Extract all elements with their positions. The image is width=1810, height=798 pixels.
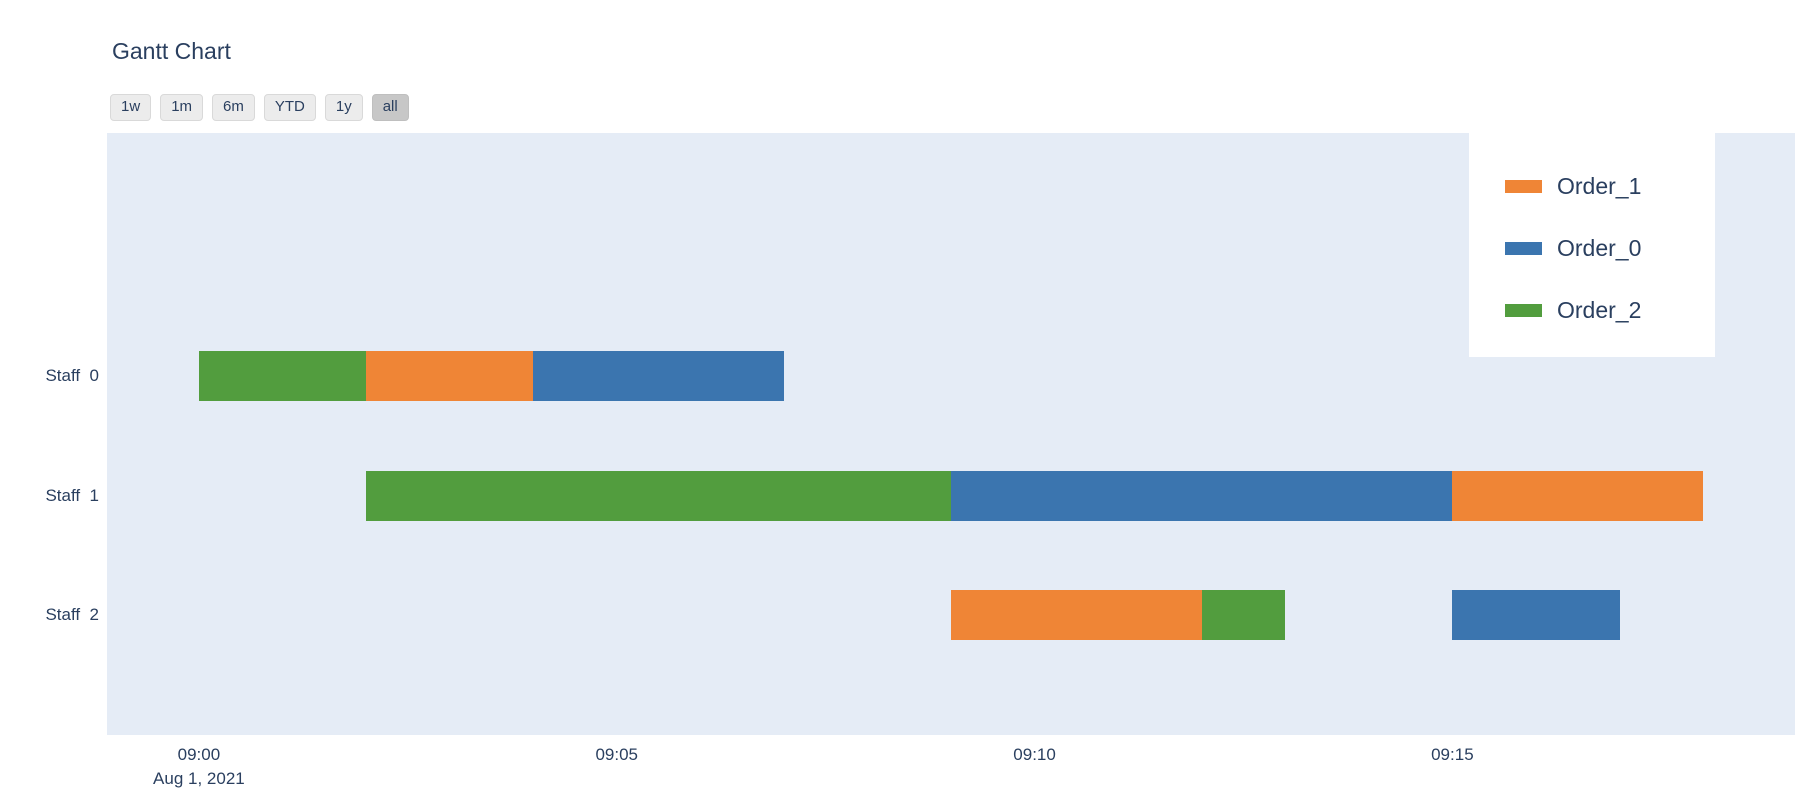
range-button-ytd[interactable]: YTD bbox=[263, 94, 316, 121]
plot-area: Order_1 Order_0 Order_2 bbox=[107, 133, 1795, 735]
legend-swatch-order_1 bbox=[1505, 179, 1542, 193]
range-button-1m[interactable]: 1m bbox=[160, 94, 204, 121]
x-axis-tick-0900: 09:00 bbox=[177, 745, 221, 764]
legend-item-order_1[interactable]: Order_1 bbox=[1469, 155, 1715, 217]
legend-label: Order_0 bbox=[1557, 234, 1642, 261]
y-axis-label-staff-2: Staff 2 bbox=[45, 604, 99, 624]
gantt-bar-order_0-staff-0[interactable] bbox=[533, 351, 784, 402]
gantt-bar-order_0-staff-1[interactable] bbox=[951, 471, 1453, 521]
x-axis-tick-0910: 09:10 bbox=[1013, 745, 1056, 764]
range-button-6m[interactable]: 6m bbox=[212, 94, 255, 121]
gantt-bar-order_0-staff-2[interactable] bbox=[1452, 589, 1620, 640]
gantt-bar-order_2-staff-2[interactable] bbox=[1201, 589, 1286, 640]
x-axis-date-label: Aug 1, 2021 bbox=[153, 769, 245, 788]
range-button-1y[interactable]: 1y bbox=[324, 94, 363, 121]
range-button-all[interactable]: all bbox=[371, 94, 409, 121]
range-selector: 1w 1m 6m YTD 1y all bbox=[110, 94, 409, 121]
legend-label: Order_2 bbox=[1557, 296, 1642, 323]
legend-item-order_0[interactable]: Order_0 bbox=[1469, 217, 1715, 279]
gantt-bar-order_1-staff-1[interactable] bbox=[1452, 471, 1704, 521]
chart-title: Gantt Chart bbox=[112, 38, 231, 64]
legend-label: Order_1 bbox=[1557, 172, 1642, 199]
legend-swatch-order_0 bbox=[1505, 241, 1542, 255]
y-axis-label-staff-0: Staff 0 bbox=[45, 366, 99, 386]
gantt-bar-order_1-staff-2[interactable] bbox=[951, 589, 1202, 640]
gantt-bar-order_2-staff-0[interactable] bbox=[198, 351, 367, 402]
range-button-1w[interactable]: 1w bbox=[110, 94, 152, 121]
y-axis-label-staff-1: Staff 1 bbox=[45, 486, 99, 505]
legend: Order_1 Order_0 Order_2 bbox=[1469, 133, 1715, 357]
gantt-bar-order_2-staff-1[interactable] bbox=[366, 471, 951, 521]
gantt-bar-order_1-staff-0[interactable] bbox=[366, 351, 534, 402]
legend-swatch-order_2 bbox=[1505, 303, 1542, 317]
legend-item-order_2[interactable]: Order_2 bbox=[1469, 279, 1715, 341]
x-axis-tick-0915: 09:15 bbox=[1431, 745, 1474, 764]
x-axis-tick-0905: 09:05 bbox=[595, 745, 639, 764]
